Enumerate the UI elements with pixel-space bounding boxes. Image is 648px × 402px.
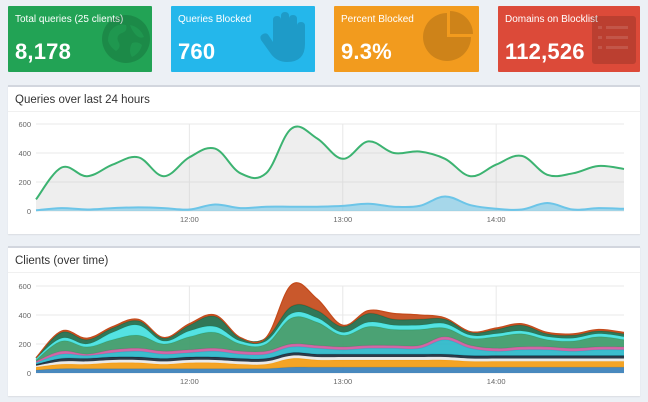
domains-blocklist-label: Domains on Blocklist (505, 14, 598, 25)
queries-chart: 0 200 400 600 12:00 13:00 14:00 (18, 120, 625, 224)
x-tick-label: 12:00 (180, 215, 199, 224)
domains-blocklist-box: Domains on Blocklist 112,526 (498, 6, 640, 72)
pie-chart-icon (423, 11, 473, 61)
domains-blocklist-value: 112,526 (505, 39, 585, 64)
query-line-series-0 (35, 125, 625, 201)
list-icon (592, 16, 636, 64)
total-queries-box: Total queries (25 clients) 8,178 (8, 6, 152, 72)
panel-divider (8, 111, 640, 112)
hand-icon (260, 12, 305, 62)
y-tick-label: 0 (27, 369, 31, 378)
x-tick-label: 13:00 (333, 377, 352, 386)
queries-blocked-box: Queries Blocked 760 (171, 6, 315, 72)
y-tick-label: 200 (18, 178, 31, 187)
client-area-series-8 (36, 304, 624, 359)
queries-blocked-value: 760 (178, 39, 216, 64)
total-queries-value: 8,178 (15, 39, 72, 64)
queries-chart-panel: Queries over last 24 hours 0 200 400 600 12:… (8, 85, 640, 234)
y-tick-label: 400 (18, 149, 31, 158)
client-line-series-9 (35, 282, 625, 359)
client-line-series-0 (35, 366, 624, 371)
client-area-series-6 (36, 316, 624, 362)
queries-chart-title: Queries over last 24 hours (15, 94, 150, 106)
percent-blocked-value: 9.3% (341, 39, 392, 64)
x-tick-label: 14:00 (487, 377, 506, 386)
clients-chart-panel: Clients (over time) 0 200 400 600 12:00 13:00… (8, 246, 640, 396)
query-line-series-1 (35, 195, 625, 212)
percent-blocked-label: Percent Blocked (341, 14, 414, 25)
y-tick-label: 600 (18, 120, 31, 129)
clients-chart-title: Clients (over time) (15, 255, 109, 267)
y-tick-label: 600 (18, 282, 31, 291)
clients-chart: 0 200 400 600 12:00 13:00 14:00 (18, 282, 625, 386)
globe-icon (102, 15, 150, 63)
queries-blocked-label: Queries Blocked (178, 14, 252, 25)
y-tick-label: 400 (18, 311, 31, 320)
y-tick-label: 200 (18, 340, 31, 349)
y-tick-label: 0 (27, 207, 31, 216)
client-area-series-0 (36, 367, 624, 373)
x-tick-label: 12:00 (180, 377, 199, 386)
client-line-series-3 (35, 351, 624, 365)
x-tick-label: 13:00 (333, 215, 352, 224)
query-area-series-0 (36, 126, 624, 211)
client-area-series-1 (36, 358, 624, 371)
percent-blocked-box: Percent Blocked 9.3% (334, 6, 479, 72)
panel-divider (8, 272, 640, 273)
client-area-series-5 (36, 336, 624, 363)
client-area-series-4 (36, 339, 624, 365)
x-tick-label: 14:00 (487, 215, 506, 224)
total-queries-label: Total queries (25 clients) (15, 14, 124, 25)
